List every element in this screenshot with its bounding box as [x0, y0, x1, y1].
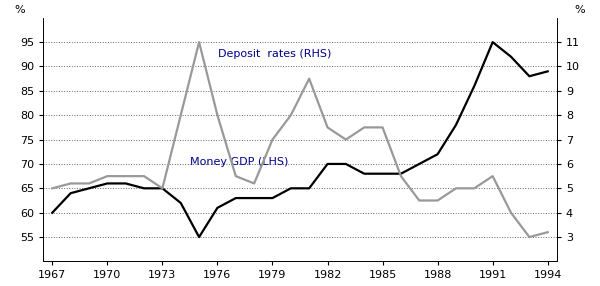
- Text: Money GDP (LHS): Money GDP (LHS): [190, 157, 288, 167]
- Text: %: %: [15, 5, 25, 15]
- Text: %: %: [575, 5, 585, 15]
- Text: Deposit  rates (RHS): Deposit rates (RHS): [218, 49, 331, 59]
